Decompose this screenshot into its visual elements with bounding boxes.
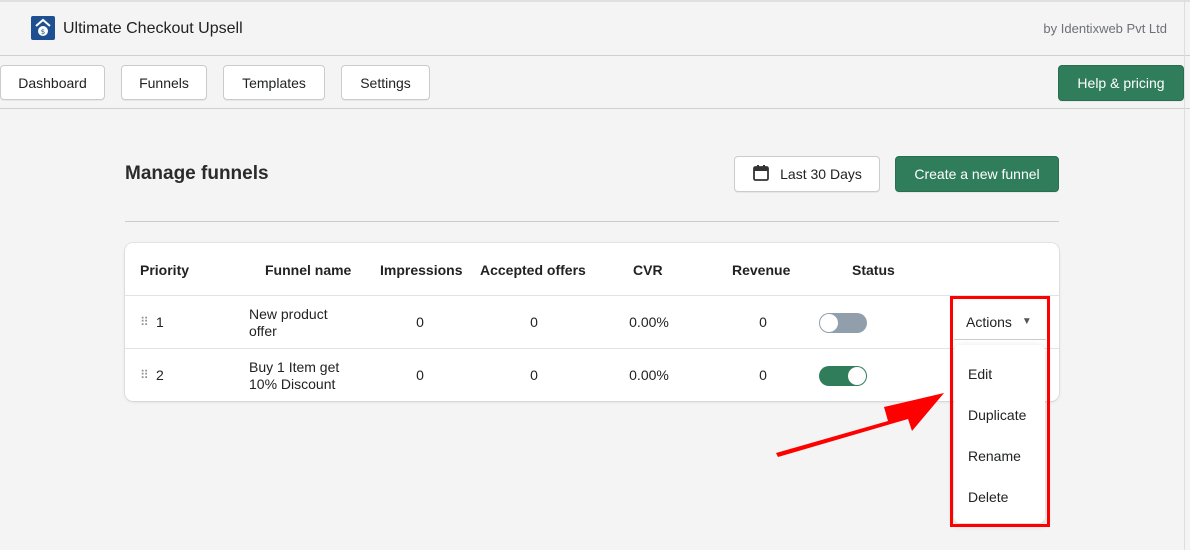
nav-divider: [0, 108, 1190, 109]
annotation-highlight-box: [950, 296, 1050, 527]
accepted-offers: 0: [530, 314, 538, 330]
header-funnel-name: Funnel name: [265, 262, 352, 278]
impressions: 0: [416, 367, 424, 383]
funnel-name: New product offer: [249, 306, 328, 339]
page-title: Manage funnels: [125, 163, 269, 184]
actions-menu: Edit Duplicate Rename Delete: [954, 345, 1045, 523]
priority: 2: [156, 367, 164, 383]
calendar-icon: [752, 164, 770, 185]
status-toggle[interactable]: [819, 313, 867, 333]
priority: 1: [156, 314, 164, 330]
header-impressions: Impressions: [380, 262, 463, 278]
help-pricing-button[interactable]: Help & pricing: [1058, 65, 1184, 101]
accepted-offers: 0: [530, 367, 538, 383]
date-range-button[interactable]: Last 30 Days: [734, 156, 880, 192]
drag-handle-icon[interactable]: ⠿: [140, 315, 149, 329]
tab-settings[interactable]: Settings: [341, 65, 430, 100]
header-status: Status: [852, 262, 895, 278]
vendor-text: by Identixweb Pvt Ltd: [1043, 21, 1167, 36]
funnels-table: Priority Funnel name Impressions Accepte…: [125, 243, 1059, 401]
menu-item-edit[interactable]: Edit: [968, 366, 993, 382]
menu-item-delete[interactable]: Delete: [968, 489, 1009, 505]
app-header: $ Ultimate Checkout Upsell by Identixweb…: [0, 2, 1190, 56]
create-funnel-button[interactable]: Create a new funnel: [895, 156, 1059, 192]
menu-item-rename[interactable]: Rename: [968, 448, 1021, 464]
app-logo-icon: $: [31, 16, 55, 40]
revenue: 0: [759, 367, 767, 383]
revenue: 0: [759, 314, 767, 330]
cvr: 0.00%: [629, 367, 669, 383]
tab-templates[interactable]: Templates: [223, 65, 325, 100]
cvr: 0.00%: [629, 314, 669, 330]
section-divider: [125, 221, 1059, 222]
header-accepted-offers: Accepted offers: [480, 262, 586, 278]
top-border: [0, 0, 1190, 2]
table-row: ⠿ 1 New product offer 0 0 0.00% 0: [125, 295, 1059, 348]
impressions: 0: [416, 314, 424, 330]
menu-item-duplicate[interactable]: Duplicate: [968, 407, 1027, 423]
header-revenue: Revenue: [732, 262, 791, 278]
header-priority: Priority: [140, 262, 190, 278]
svg-text:$: $: [41, 28, 45, 36]
actions-label: Actions: [966, 313, 1012, 330]
app-title: Ultimate Checkout Upsell: [63, 20, 243, 37]
scrollbar[interactable]: [1184, 0, 1190, 550]
funnel-name: Buy 1 Item get 10% Discount: [249, 359, 340, 392]
status-toggle[interactable]: [819, 366, 867, 386]
drag-handle-icon[interactable]: ⠿: [140, 368, 149, 382]
header-cvr: CVR: [633, 262, 663, 278]
annotation-arrow-icon: [776, 393, 944, 457]
caret-down-icon: ▼: [1021, 316, 1032, 327]
actions-dropdown[interactable]: Actions ▼: [954, 304, 1046, 340]
table-row: ⠿ 2 Buy 1 Item get 10% Discount 0 0 0.00%…: [125, 348, 1059, 401]
tab-dashboard[interactable]: Dashboard: [0, 65, 105, 100]
tab-funnels[interactable]: Funnels: [121, 65, 207, 100]
date-range-label: Last 30 Days: [780, 166, 862, 182]
